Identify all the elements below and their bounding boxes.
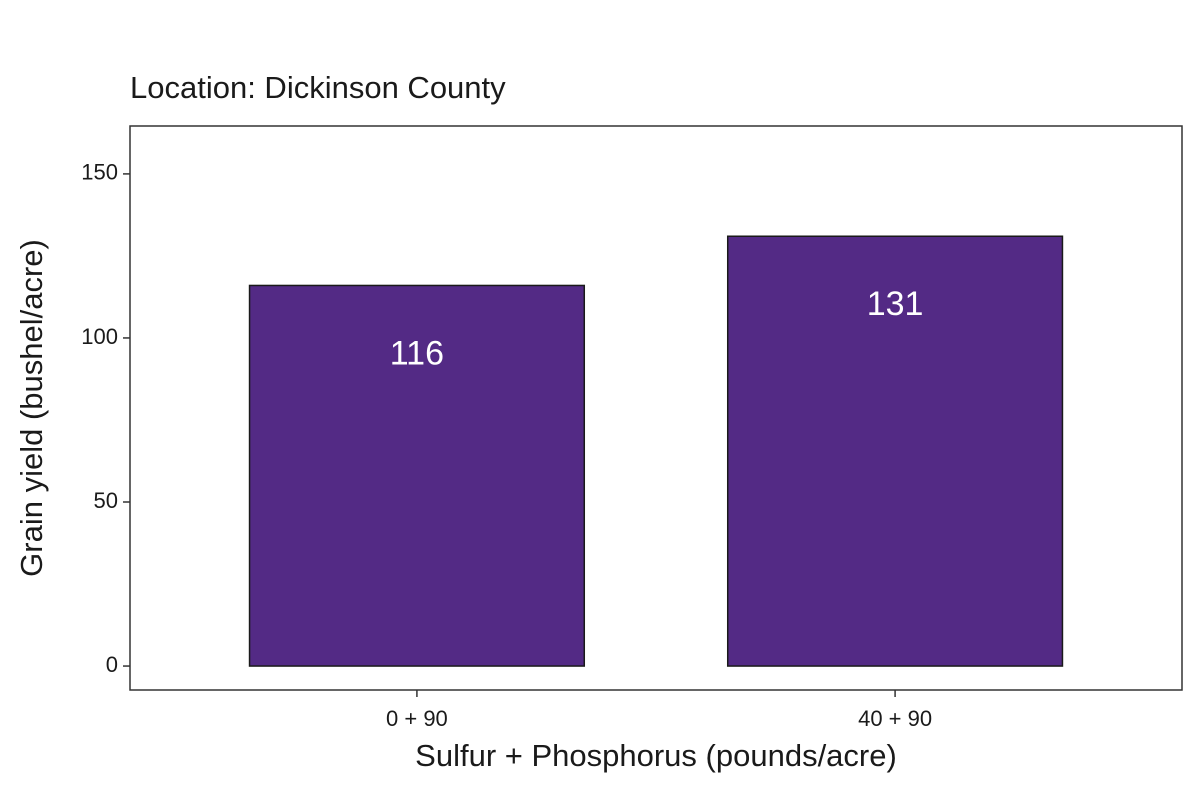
data-label: 131	[867, 285, 924, 323]
bar	[726, 235, 1064, 667]
x-tick-label: 0 + 90	[386, 706, 448, 731]
chart-title: Location: Dickinson County	[130, 70, 506, 105]
data-label: 116	[390, 334, 444, 372]
y-tick-label: 150	[81, 160, 118, 185]
y-tick-label: 100	[81, 324, 118, 349]
panel-border	[129, 125, 1183, 691]
x-axis-title: Sulfur + Phosphorus (pounds/acre)	[415, 738, 897, 773]
y-tick-label: 50	[94, 488, 118, 513]
x-tick-label: 40 + 90	[858, 706, 932, 731]
y-axis-title: Grain yield (bushel/acre)	[14, 239, 49, 577]
bar	[248, 284, 586, 667]
y-tick-label: 0	[106, 652, 118, 677]
